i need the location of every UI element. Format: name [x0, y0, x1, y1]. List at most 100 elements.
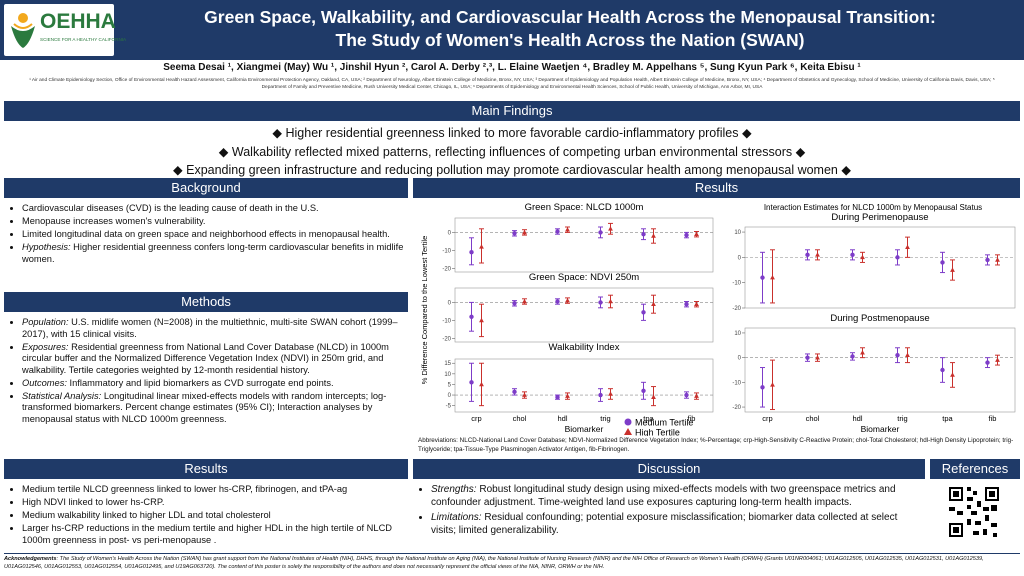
item-text: U.S. midlife women (N=2008) in the multi…: [22, 317, 398, 339]
point: [565, 227, 570, 232]
panel-title: During Perimenopause: [831, 212, 928, 223]
point: [815, 355, 820, 360]
y-tick-label: -20: [732, 405, 741, 411]
y-tick-label: 0: [448, 230, 452, 236]
y-tick-label: 15: [444, 361, 451, 367]
point: [555, 299, 560, 304]
y-tick-label: 0: [738, 255, 742, 261]
legend-marker: [624, 428, 632, 435]
y-tick-label: 10: [444, 372, 451, 378]
results-list: Medium tertile NLCD greenness linked to …: [4, 484, 404, 548]
panel-title: Green Space: NLCD 1000m: [525, 202, 644, 213]
y-tick-label: -10: [732, 380, 741, 386]
item-text: Robust longitudinal study design using m…: [431, 484, 896, 508]
x-tick-label: trig: [897, 414, 907, 423]
y-tick-label: 10: [734, 230, 741, 236]
list-item: Outcomes: Inflammatory and lipid biomark…: [22, 378, 404, 390]
point: [760, 385, 765, 390]
x-tick-label: trig: [600, 414, 610, 423]
item-label: Limitations:: [431, 511, 482, 523]
list-item: Population: U.S. midlife women (N=2008) …: [22, 317, 404, 340]
logo-tagline: SCIENCE FOR A HEALTHY CALIFORNIA: [40, 37, 127, 42]
point: [905, 244, 910, 250]
point: [895, 255, 900, 260]
item-label: Statistical Analysis:: [22, 390, 102, 401]
point: [565, 393, 570, 398]
item-label: Outcomes:: [22, 377, 67, 388]
header-band: [0, 0, 1024, 60]
point: [641, 232, 646, 237]
authors: Seema Desai ¹, Xiangmei (May) Wu ¹, Jins…: [163, 62, 861, 73]
list-item: Medium walkability linked to higher LDL …: [22, 510, 404, 522]
point: [694, 231, 699, 236]
point: [512, 389, 517, 395]
point: [608, 391, 613, 396]
item-text: Residential greenness from National Land…: [22, 341, 389, 375]
point: [512, 301, 517, 306]
list-item: Statistical Analysis: Longitudinal linea…: [22, 391, 404, 426]
x-tick-label: chol: [513, 414, 527, 423]
title-line: Green Space, Walkability, and Cardiovasc…: [204, 7, 936, 27]
section-header: Results: [4, 459, 408, 479]
item-text: Menopause increases women's vulnerabilit…: [22, 216, 206, 226]
point: [469, 380, 474, 385]
point: [598, 392, 603, 398]
list-item: Hypothesis: Higher residential greenness…: [22, 242, 404, 265]
ack-label: Acknowledgements: [4, 556, 57, 562]
item-text: Higher residential greenness confers lon…: [22, 242, 404, 264]
item-label: Hypothesis:: [22, 242, 71, 252]
point: [641, 310, 646, 315]
poster-title: Green Space, Walkability, and Cardiovasc…: [120, 6, 1020, 52]
list-item: High NDVI linked to lower hs-CRP.: [22, 497, 404, 509]
point: [598, 230, 603, 235]
x-tick-label: tpa: [643, 414, 654, 423]
item-label: Population:: [22, 317, 69, 327]
point: [479, 244, 484, 249]
logo-icon: [11, 13, 35, 48]
plot-frame: [744, 327, 1016, 413]
point: [940, 367, 945, 373]
x-tick-label: tpa: [942, 414, 953, 423]
figure-left: % Difference Compared to the Lowest Tert…: [420, 202, 714, 436]
background-list: Cardiovascular diseases (CVD) is the lea…: [4, 203, 404, 267]
x-tick-label: chol: [806, 414, 820, 423]
point: [694, 393, 699, 398]
item-label: Strengths:: [431, 484, 477, 495]
logo: OEHHA SCIENCE FOR A HEALTHY CALIFORNIA: [4, 4, 126, 56]
list-item: Limited longitudinal data on green space…: [22, 229, 404, 241]
y-tick-label: 0: [738, 356, 742, 362]
item-label: Exposures:: [22, 341, 69, 352]
point: [905, 352, 910, 357]
point: [950, 372, 955, 377]
list-item: Cardiovascular diseases (CVD) is the lea…: [22, 203, 404, 215]
finding: ◆ Expanding green infrastructure and red…: [173, 163, 851, 177]
list-item: Larger hs-CRP reductions in the medium t…: [22, 523, 404, 546]
list-item: Exposures: Residential greenness from Na…: [22, 342, 404, 377]
point: [760, 275, 765, 280]
point: [608, 226, 613, 231]
y-axis-label: % Difference Compared to the Lowest Tert…: [420, 236, 429, 385]
y-tick-label: -10: [732, 281, 741, 287]
panel-title: During Postmenopause: [830, 313, 929, 324]
point: [512, 231, 517, 236]
point: [860, 254, 865, 260]
item-text: Residual confounding; potential exposure…: [431, 511, 898, 536]
x-tick-label: fib: [989, 414, 997, 423]
point: [522, 298, 527, 304]
point: [995, 257, 1000, 262]
point: [479, 317, 484, 323]
item-text: Inflammatory and lipid biomarkers as CVD…: [69, 377, 334, 388]
x-axis-label: Biomarker: [565, 424, 604, 434]
plot-frame: [454, 287, 714, 343]
x-tick-label: hdl: [557, 414, 567, 423]
point: [608, 298, 613, 304]
point: [770, 382, 775, 387]
abbreviations: Abbreviations: NLCD-National Land Cover …: [418, 437, 1014, 453]
point: [995, 357, 1000, 362]
point: [850, 252, 855, 258]
y-tick-label: 0: [448, 300, 452, 306]
plot-frame: [744, 226, 1016, 309]
point: [694, 301, 699, 306]
point: [805, 252, 810, 258]
y-tick-label: -10: [442, 248, 451, 254]
